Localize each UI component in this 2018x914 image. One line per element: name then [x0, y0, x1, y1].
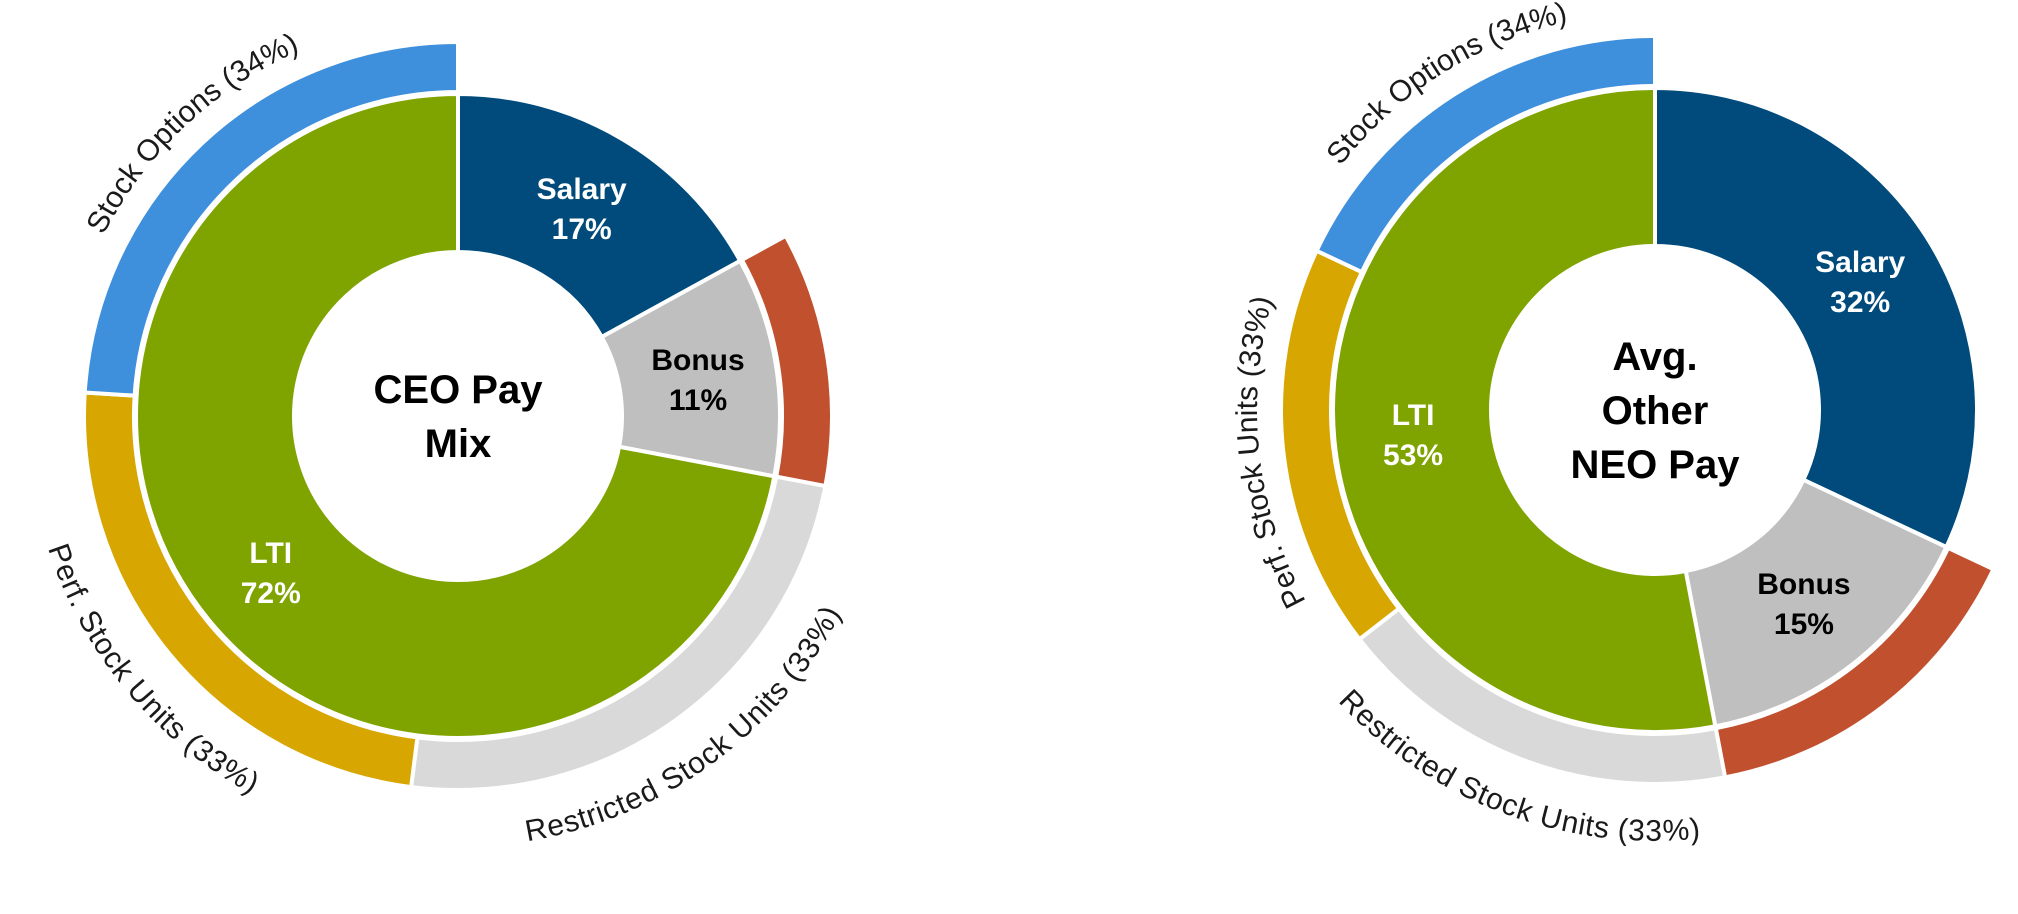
inner-label-salary-value: 32% [1830, 286, 1890, 319]
inner-slice-lti [1331, 85, 1718, 734]
inner-label-salary-value: 17% [552, 213, 612, 246]
inner-label-bonus-name: Bonus [1757, 568, 1850, 601]
pie-chart-2: Restricted Stock Units (33%)Perf. Stock … [1231, 0, 1997, 848]
center-label-line: Avg. [1612, 335, 1697, 379]
inner-label-lti-value: 53% [1383, 439, 1443, 472]
outer-slice-stock-options [1313, 33, 1657, 275]
inner-label-bonus-name: Bonus [651, 344, 744, 377]
center-label-line: Other [1602, 389, 1709, 433]
inner-label-bonus-value: 11% [669, 384, 727, 417]
inner-label-salary-name: Salary [1815, 246, 1905, 279]
inner-label-lti-name: LTI [249, 537, 292, 570]
inner-slice-salary [1653, 85, 1979, 550]
inner-slice-salary [456, 91, 743, 340]
inner-label-bonus-value: 15% [1774, 608, 1834, 641]
center-label-line: Mix [425, 422, 492, 466]
inner-label-lti-value: 72% [241, 577, 301, 610]
center-label-line: NEO Pay [1571, 443, 1741, 487]
inner-label-lti-name: LTI [1392, 399, 1435, 432]
pie-chart-1: Restricted Stock Units (33%)Perf. Stock … [41, 27, 847, 848]
inner-label-salary-name: Salary [537, 173, 627, 206]
inner-slice-bonus [1683, 477, 1950, 729]
inner-slice-lti [134, 91, 777, 740]
outer-slice-stock-options [82, 39, 460, 398]
center-label-line: CEO Pay [374, 368, 544, 412]
